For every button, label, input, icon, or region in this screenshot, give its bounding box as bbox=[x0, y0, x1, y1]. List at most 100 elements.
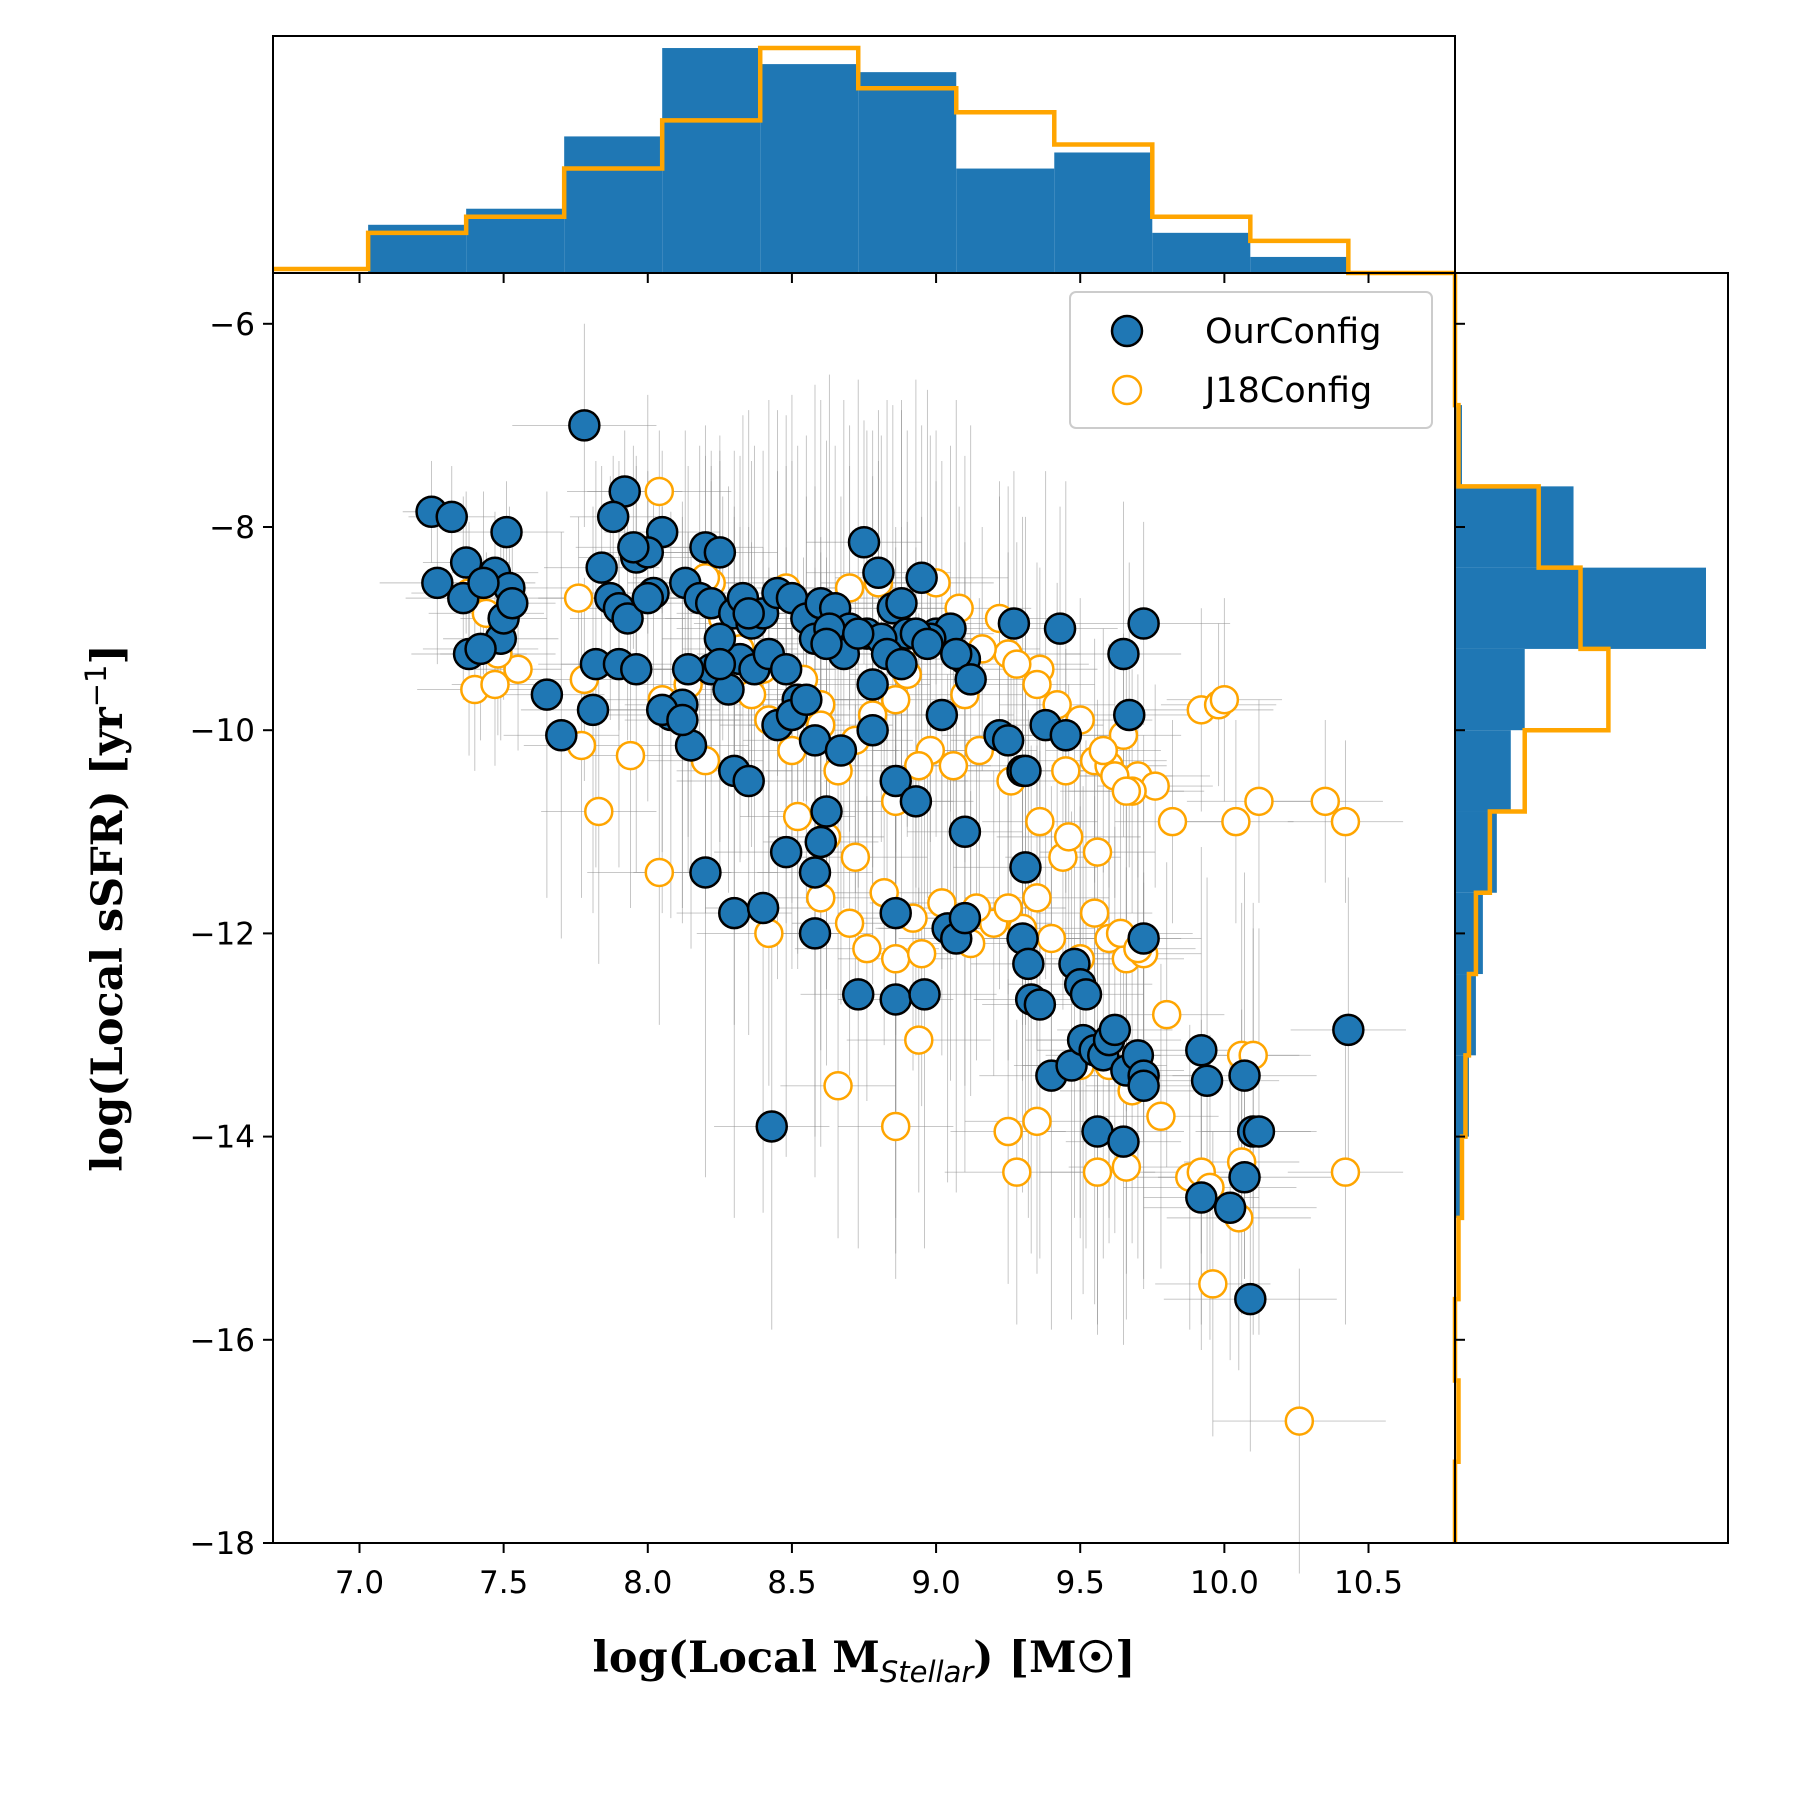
top-hist-bar-ourconfig bbox=[858, 72, 957, 273]
ourconfig-point bbox=[496, 586, 529, 620]
ourconfig-point bbox=[1127, 922, 1160, 955]
ourconfig-point bbox=[617, 531, 650, 564]
top-hist-bar-ourconfig bbox=[1054, 152, 1153, 273]
j18config-point bbox=[1198, 1269, 1228, 1299]
ourconfig-point bbox=[464, 632, 497, 666]
j18config-point bbox=[1036, 923, 1067, 954]
ourconfig-point bbox=[810, 627, 843, 661]
y-axis-title-prefix: log(Local sSFR) [yr bbox=[83, 706, 133, 1172]
legend-box bbox=[1069, 291, 1433, 429]
ourconfig-point bbox=[908, 978, 941, 1011]
j18config-point bbox=[615, 740, 646, 771]
j18config-point bbox=[806, 883, 836, 913]
ourconfig-point bbox=[671, 652, 705, 686]
ourconfig-point bbox=[769, 835, 803, 869]
ourconfig-point bbox=[804, 825, 838, 859]
j18config-point bbox=[1284, 1406, 1315, 1436]
x-tick-label: 9.5 bbox=[1056, 1565, 1105, 1601]
top-hist-bar-ourconfig bbox=[662, 48, 761, 273]
ourconfig-point bbox=[689, 856, 722, 889]
ourconfig-point bbox=[847, 525, 881, 559]
ourconfig-point bbox=[879, 764, 912, 798]
ourconfig-point bbox=[841, 617, 875, 650]
j18config-point bbox=[1022, 669, 1052, 700]
ourconfig-point bbox=[1185, 1033, 1218, 1067]
right-hist-bar-ourconfig bbox=[1455, 730, 1511, 812]
ourconfig-point bbox=[862, 556, 895, 589]
y-axis-title: log(Local sSFR) [yr−1] bbox=[79, 644, 133, 1172]
legend-label-j18config: J18Config bbox=[1203, 371, 1372, 411]
ourconfig-point bbox=[1213, 1191, 1247, 1224]
j18config-point bbox=[906, 938, 937, 969]
ourconfig-point bbox=[991, 724, 1025, 757]
right-hist-bar-ourconfig bbox=[1455, 648, 1525, 731]
j18config-point bbox=[1330, 1157, 1361, 1187]
j18config-point bbox=[1053, 822, 1084, 852]
j18config-point bbox=[1221, 806, 1251, 837]
ourconfig-point bbox=[1049, 719, 1083, 752]
ourconfig-point bbox=[718, 896, 751, 930]
j18config-point bbox=[644, 857, 675, 888]
j18config-point bbox=[1082, 837, 1113, 867]
ourconfig-point bbox=[879, 983, 912, 1016]
top-hist-step-j18config bbox=[273, 45, 1455, 276]
ourconfig-point bbox=[824, 734, 858, 767]
j18config-point bbox=[644, 476, 675, 507]
legend-label-ourconfig: OurConfig bbox=[1205, 312, 1381, 352]
ourconfig-point bbox=[576, 693, 610, 727]
right-hist-step-j18config bbox=[1452, 273, 1611, 1543]
y-tick-label: −6 bbox=[209, 307, 255, 343]
ourconfig-point bbox=[911, 627, 944, 661]
ourconfig-point bbox=[997, 607, 1031, 640]
j18config-point bbox=[904, 751, 934, 781]
j18config-point bbox=[1146, 1101, 1176, 1132]
j18config-point bbox=[880, 944, 911, 974]
x-axis-title-prefix: log(Local M bbox=[593, 1633, 880, 1683]
ourconfig-point bbox=[1069, 978, 1103, 1011]
ourconfig-point bbox=[940, 637, 973, 671]
top-hist-bar-ourconfig bbox=[466, 208, 565, 273]
top-hist-bar-ourconfig bbox=[760, 64, 859, 273]
ourconfig-point bbox=[1023, 988, 1057, 1021]
j18config-point bbox=[1002, 1157, 1032, 1187]
ourconfig-point bbox=[769, 652, 803, 686]
x-tick-label: 7.5 bbox=[479, 1565, 528, 1601]
ourconfig-point bbox=[1185, 1181, 1218, 1214]
ourconfig-point bbox=[435, 500, 468, 534]
j18config-point bbox=[840, 842, 871, 872]
ourconfig-point bbox=[568, 409, 601, 442]
ourconfig-point bbox=[856, 713, 889, 747]
right-hist-bar-ourconfig bbox=[1455, 1136, 1462, 1218]
y-tick-label: −12 bbox=[190, 916, 255, 952]
j18config-point bbox=[584, 796, 614, 827]
ourconfig-point bbox=[755, 1110, 788, 1143]
ourconfig-point bbox=[732, 597, 765, 630]
j18config-point bbox=[880, 684, 911, 715]
y-axis-title-suffix: ] bbox=[83, 644, 133, 664]
y-tick-label: −18 bbox=[190, 1526, 255, 1562]
j18config-point bbox=[993, 893, 1023, 923]
ourconfig-point bbox=[885, 647, 918, 681]
ourconfig-point bbox=[1043, 612, 1077, 645]
ourconfig-point bbox=[810, 795, 843, 828]
j18config-point bbox=[1209, 684, 1240, 715]
x-tick-label: 8.0 bbox=[623, 1565, 672, 1601]
j18config-point bbox=[904, 1025, 934, 1055]
j18config-point bbox=[1022, 883, 1052, 913]
j18config-point bbox=[823, 1071, 853, 1101]
j18config-point bbox=[938, 751, 969, 781]
j18config-point bbox=[1151, 999, 1182, 1030]
ourconfig-point bbox=[1190, 1064, 1224, 1097]
ourconfig-point bbox=[1234, 1282, 1267, 1316]
j18config-point bbox=[1025, 806, 1055, 837]
x-axis-title: log(Local MStellar) [M☉] bbox=[593, 1633, 1136, 1689]
ourconfig-point bbox=[948, 815, 982, 849]
ourconfig-point bbox=[666, 703, 699, 737]
ourconfig-point bbox=[490, 515, 523, 549]
j18config-point bbox=[1310, 786, 1341, 817]
ourconfig-point bbox=[954, 663, 987, 696]
j18config-point bbox=[1079, 898, 1110, 928]
ourconfig-point bbox=[1332, 1013, 1365, 1047]
j18config-point bbox=[1002, 649, 1032, 679]
j18config-point bbox=[880, 1111, 911, 1142]
